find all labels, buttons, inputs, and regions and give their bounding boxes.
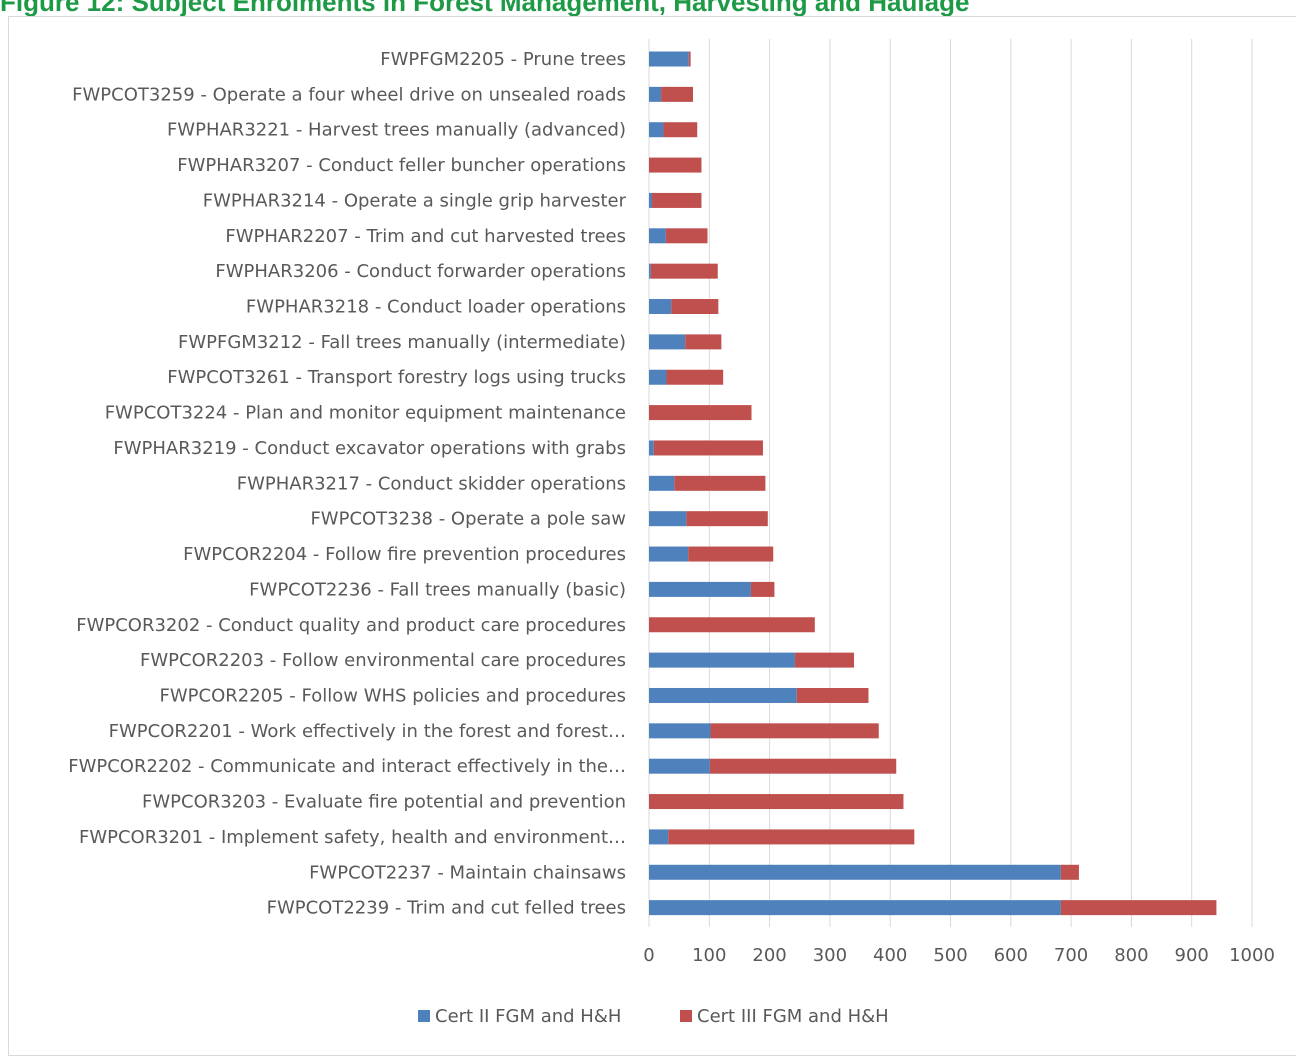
bar-segment-cert-iii (649, 157, 702, 173)
bar-segment-cert-iii (709, 758, 897, 774)
bar-segment-cert-iii (688, 51, 691, 67)
category-label: FWPCOR3201 - Implement safety, health an… (79, 827, 626, 848)
category-label: FWPHAR3206 - Conduct forwarder operation… (215, 261, 626, 282)
bar-segment-cert-ii (649, 51, 689, 67)
bar-segment-cert-ii (649, 581, 751, 597)
bar-segment-cert-ii (649, 829, 669, 845)
category-label: FWPCOR2205 - Follow WHS policies and pro… (160, 685, 626, 706)
x-tick-label: 900 (1175, 945, 1209, 966)
bar-segment-cert-iii (1060, 864, 1079, 880)
bar-segment-cert-ii (649, 228, 666, 244)
legend-swatch-cert-ii (418, 1010, 430, 1022)
bar-segment-cert-ii (649, 900, 1061, 916)
category-label: FWPCOT2237 - Maintain chainsaws (309, 862, 626, 883)
bar-segment-cert-iii (652, 192, 702, 208)
legend-label-cert-ii: Cert II FGM and H&H (435, 1006, 621, 1027)
category-label: FWPCOR3203 - Evaluate fire potential and… (142, 792, 626, 813)
bar-segment-cert-iii (650, 263, 718, 279)
category-label: FWPHAR2207 - Trim and cut harvested tree… (225, 226, 626, 247)
bar-segment-cert-ii (649, 546, 689, 562)
x-tick-label: 200 (752, 945, 786, 966)
bar-segment-cert-ii (649, 723, 711, 739)
x-tick-label: 300 (813, 945, 847, 966)
legend-label-cert-iii: Cert III FGM and H&H (697, 1006, 889, 1027)
x-tick-label: 1000 (1229, 945, 1275, 966)
bar-segment-cert-iii (671, 299, 719, 315)
category-label: FWPFGM3212 - Fall trees manually (interm… (178, 332, 626, 353)
category-label: FWPHAR3217 - Conduct skidder operations (237, 473, 626, 494)
x-tick-label: 500 (933, 945, 967, 966)
x-tick-label: 700 (1054, 945, 1088, 966)
legend-swatch-cert-iii (680, 1010, 692, 1022)
x-tick-label: 800 (1114, 945, 1148, 966)
category-label: FWPCOT2236 - Fall trees manually (basic) (249, 579, 626, 600)
legend: Cert II FGM and H&H Cert III FGM and H&H (418, 1006, 889, 1027)
bar-segment-cert-iii (1060, 900, 1217, 916)
category-labels: FWPFGM2205 - Prune trees FWPCOT3259 - Ope… (68, 49, 626, 919)
figure-title: Figure 12: Subject Enrolments in Forest … (0, 0, 970, 17)
bar-segment-cert-iii (794, 652, 855, 668)
category-label: FWPCOR2202 - Communicate and interact ef… (68, 756, 626, 777)
x-tick-label: 100 (692, 945, 726, 966)
bar-segment-cert-iii (750, 581, 775, 597)
bar-segment-cert-iii (710, 723, 879, 739)
bar-segment-cert-iii (685, 334, 722, 350)
category-label: FWPCOT2239 - Trim and cut felled trees (267, 898, 626, 919)
bar-segment-cert-iii (796, 687, 869, 703)
bar-segment-cert-iii (688, 546, 774, 562)
bar-segment-cert-ii (649, 758, 710, 774)
bar-segment-cert-iii (668, 829, 915, 845)
category-label: FWPCOT3224 - Plan and monitor equipment … (105, 403, 626, 424)
category-label: FWPHAR3221 - Harvest trees manually (adv… (167, 120, 626, 141)
bar-segment-cert-iii (686, 511, 768, 527)
category-label: FWPCOR2204 - Follow fire prevention proc… (183, 544, 626, 565)
bar-segment-cert-iii (661, 86, 694, 102)
bar-segment-cert-ii (649, 369, 667, 385)
bar-segment-cert-iii (666, 369, 724, 385)
bar-segment-cert-iii (665, 228, 708, 244)
bar-segment-cert-ii (649, 192, 653, 208)
bar-segment-cert-ii (649, 652, 795, 668)
x-axis-tick-labels: 0 100 200 300 400 500 600 700 800 900 1000 (643, 945, 1275, 966)
x-tick-label: 600 (994, 945, 1028, 966)
bar-segment-cert-ii (649, 687, 797, 703)
bar-segment-cert-ii (649, 440, 654, 456)
category-label: FWPCOR3202 - Conduct quality and product… (76, 615, 626, 636)
bar-segment-cert-ii (649, 511, 687, 527)
x-tick-label: 400 (873, 945, 907, 966)
bar-segment-cert-ii (649, 334, 686, 350)
category-label: FWPCOT3259 - Operate a four wheel drive … (72, 84, 626, 105)
x-tick-label: 0 (643, 945, 654, 966)
category-label: FWPFGM2205 - Prune trees (380, 49, 626, 70)
bars (649, 51, 1217, 916)
bar-segment-cert-iii (674, 475, 766, 491)
category-label: FWPHAR3219 - Conduct excavator operation… (113, 438, 626, 459)
category-label: FWPCOR2201 - Work effectively in the for… (109, 721, 626, 742)
bar-segment-cert-iii (649, 617, 815, 633)
bar-segment-cert-iii (653, 440, 763, 456)
bar-segment-cert-ii (649, 263, 651, 279)
chart-frame: FWPFGM2205 - Prune trees FWPCOT3259 - Ope… (8, 16, 1296, 1056)
bar-segment-cert-ii (649, 475, 675, 491)
bar-segment-cert-iii (649, 405, 752, 421)
bar-segment-cert-ii (649, 86, 662, 102)
category-label: FWPHAR3218 - Conduct loader operations (246, 297, 626, 318)
bar-segment-cert-ii (649, 299, 672, 315)
category-label: FWPHAR3214 - Operate a single grip harve… (203, 190, 627, 211)
bar-segment-cert-ii (649, 122, 664, 138)
category-label: FWPCOR2203 - Follow environmental care p… (140, 650, 626, 671)
bar-segment-cert-ii (649, 864, 1061, 880)
bar-segment-cert-iii (649, 794, 904, 810)
bar-segment-cert-iii (663, 122, 698, 138)
category-label: FWPCOT3238 - Operate a pole saw (310, 509, 626, 530)
category-label: FWPCOT3261 - Transport forestry logs usi… (167, 367, 626, 388)
category-label: FWPHAR3207 - Conduct feller buncher oper… (177, 155, 626, 176)
stacked-bar-chart: FWPFGM2205 - Prune trees FWPCOT3259 - Ope… (68, 39, 1275, 1027)
